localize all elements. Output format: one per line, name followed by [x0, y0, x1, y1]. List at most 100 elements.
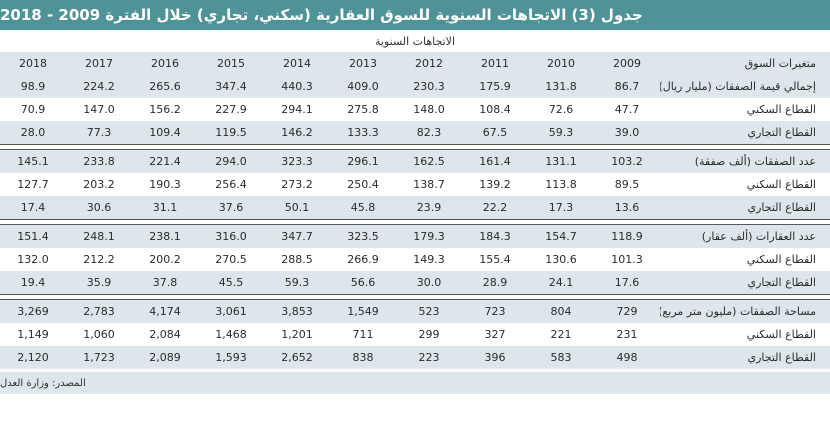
value-cell: 396: [462, 346, 528, 369]
value-cell: 35.9: [66, 271, 132, 295]
value-cell: 409.0: [330, 75, 396, 98]
value-cell: 56.6: [330, 271, 396, 295]
value-cell: 132.0: [17, 253, 49, 266]
value-cell: 103.2: [594, 149, 660, 173]
value-cell: 149.3: [413, 253, 445, 266]
value-cell: 17.3: [528, 196, 594, 220]
value-cell: 723: [462, 299, 528, 323]
value-cell: 67.5: [462, 121, 528, 145]
table-row-sector: 19.4 35.9 37.8 45.5 59.3 56.6 30.0 28.9 24.1 17.6…: [0, 271, 830, 295]
value-cell: 227.9: [215, 103, 247, 116]
value-cell: 179.3: [396, 224, 462, 248]
table-row-sector: 1,149 1,060 2,084 1,468 1,201 711 299 327 221 231…: [0, 323, 830, 346]
value-cell: 323.5: [330, 224, 396, 248]
value-cell: 28.0: [0, 121, 66, 145]
value-cell: 30.6: [66, 196, 132, 220]
value-cell: 19.4: [0, 271, 66, 295]
separator-cell: [0, 144, 830, 150]
value-cell: 47.7: [614, 103, 640, 116]
value-cell: 221: [550, 328, 572, 341]
value-cell: 230.3: [396, 75, 462, 98]
value-cell: 113.8: [545, 178, 577, 191]
value-cell: 82.3: [396, 121, 462, 145]
row-label: القطاع التجاري: [660, 121, 830, 145]
value-cell: 347.7: [264, 224, 330, 248]
table-row-main: 145.1 233.8 221.4 294.0 323.3 296.1 162.5 161.4…: [0, 149, 830, 173]
value-cell: 23.9: [396, 196, 462, 220]
value-cell: 77.3: [66, 121, 132, 145]
value-cell: 1,201: [281, 328, 313, 341]
row-label: القطاع التجاري: [660, 196, 830, 220]
value-cell: 523: [396, 299, 462, 323]
value-cell: 2,084: [149, 328, 181, 341]
value-cell: 89.5: [614, 178, 640, 191]
value-cell: 1,593: [198, 346, 264, 369]
value-cell: 583: [528, 346, 594, 369]
value-cell: 17.6: [594, 271, 660, 295]
year-header: 2014: [264, 52, 330, 75]
value-cell: 288.5: [281, 253, 313, 266]
row-label: القطاع السكني: [746, 253, 816, 266]
value-cell: 45.8: [330, 196, 396, 220]
value-cell: 327: [484, 328, 506, 341]
table-row-sector: 127.7 203.2 190.3 256.4 273.2 250.4 138.7 139.2…: [0, 173, 830, 196]
table-row-sector: 2,120 1,723 2,089 1,593 2,652 838 223 396 583 498…: [0, 346, 830, 369]
value-cell: 156.2: [149, 103, 181, 116]
value-cell: 59.3: [264, 271, 330, 295]
year-header: 2016: [132, 52, 198, 75]
value-cell: 294.1: [281, 103, 313, 116]
year-header: 2009: [594, 52, 660, 75]
value-cell: 133.3: [330, 121, 396, 145]
row-label: القطاع التجاري: [660, 271, 830, 295]
value-cell: 98.9: [0, 75, 66, 98]
value-cell: 212.2: [83, 253, 115, 266]
value-cell: 224.2: [66, 75, 132, 98]
row-label: القطاع السكني: [746, 103, 816, 116]
value-cell: 4,174: [132, 299, 198, 323]
value-cell: 2,652: [264, 346, 330, 369]
value-cell: 70.9: [20, 103, 46, 116]
value-cell: 127.7: [17, 178, 49, 191]
value-cell: 24.1: [528, 271, 594, 295]
value-cell: 31.1: [132, 196, 198, 220]
value-cell: 175.9: [462, 75, 528, 98]
value-cell: 2,089: [132, 346, 198, 369]
value-cell: 131.1: [528, 149, 594, 173]
separator-cell: [0, 219, 830, 225]
value-cell: 233.8: [66, 149, 132, 173]
value-cell: 17.4: [0, 196, 66, 220]
value-cell: 145.1: [0, 149, 66, 173]
row-label: القطاع السكني: [746, 178, 816, 191]
value-cell: 203.2: [83, 178, 115, 191]
table-body: 2018 2017 2016 2015 2014 2013 2012 2011 2010 2009…: [0, 52, 830, 369]
value-cell: 296.1: [330, 149, 396, 173]
value-cell: 248.1: [66, 224, 132, 248]
value-cell: 238.1: [132, 224, 198, 248]
table-row-main: 151.4 248.1 238.1 316.0 347.7 323.5 179.3 184.3…: [0, 224, 830, 248]
value-cell: 299: [418, 328, 440, 341]
year-header: 2010: [528, 52, 594, 75]
value-cell: 838: [330, 346, 396, 369]
value-cell: 28.9: [462, 271, 528, 295]
value-cell: 161.4: [462, 149, 528, 173]
year-header: 2017: [66, 52, 132, 75]
value-cell: 231: [616, 328, 638, 341]
year-header: 2011: [462, 52, 528, 75]
separator-cell: [0, 294, 830, 300]
value-cell: 804: [528, 299, 594, 323]
value-cell: 270.5: [215, 253, 247, 266]
super-header: الاتجاهات السنوية: [374, 34, 456, 48]
value-cell: 1,723: [66, 346, 132, 369]
value-cell: 151.4: [0, 224, 66, 248]
value-cell: 316.0: [198, 224, 264, 248]
row-label: عدد العقارات (ألف عقار): [660, 224, 830, 248]
value-cell: 148.0: [413, 103, 445, 116]
group-separator: [0, 294, 830, 300]
year-header: 2018: [0, 52, 66, 75]
value-cell: 39.0: [594, 121, 660, 145]
row-label: القطاع السكني: [746, 328, 816, 341]
value-cell: 13.6: [594, 196, 660, 220]
value-cell: 3,061: [198, 299, 264, 323]
value-cell: 50.1: [264, 196, 330, 220]
